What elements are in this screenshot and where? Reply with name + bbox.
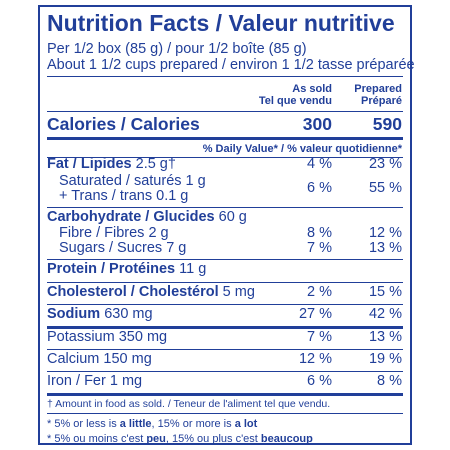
column-header: Prepared — [354, 83, 402, 95]
percent-prepared: 13 % — [368, 329, 402, 345]
rule — [47, 413, 403, 414]
dagger-note: † Amount in food as sold. / Teneur de l'… — [47, 398, 331, 410]
nutrient-label: + Trans / trans 0.1 g — [59, 189, 188, 204]
rule — [47, 393, 403, 396]
daily-value-note: * 5% or less is a little, 15% or more is… — [47, 419, 257, 430]
column-header: Préparé — [361, 95, 402, 107]
percent-as-sold: 7 % — [307, 329, 332, 345]
nutrition-label: Nutrition Facts / Valeur nutritive Per 1… — [38, 5, 415, 445]
nutrient-label: Protein / Protéines 11 g — [47, 262, 206, 277]
nutrient-amount: 5 mg — [222, 284, 255, 300]
prepared-serving: About 1 1/2 cups prepared / environ 1 1/… — [47, 57, 415, 73]
nutrient-name: Potassium — [47, 329, 115, 345]
nutrient-name: Sodium — [47, 306, 101, 322]
rule — [47, 282, 403, 283]
percent-as-sold: 6 % — [307, 180, 332, 196]
percent-as-sold: 7 % — [307, 240, 332, 256]
emphasis: a little — [119, 418, 152, 430]
rule — [47, 326, 403, 329]
daily-value-heading: % Daily Value* / % valeur quotidienne* — [202, 143, 402, 155]
note-text: , 15% ou plus c'est — [165, 433, 261, 445]
percent-prepared: 13 % — [368, 240, 402, 256]
percent-prepared: 55 % — [368, 180, 402, 196]
percent-as-sold: 27 % — [298, 306, 332, 322]
nutrient-amount: 60 g — [218, 209, 247, 225]
nutrient-name: Carbohydrate / Glucides — [47, 209, 215, 225]
nutrient-label: Iron / Fer 1 mg — [47, 374, 142, 389]
daily-value-note: * 5% ou moins c'est peu, 15% ou plus c'e… — [47, 434, 313, 445]
calories-prepared: 590 — [372, 114, 402, 134]
nutrient-amount: 2 g — [148, 225, 169, 241]
nutrient-amount: 630 mg — [104, 306, 153, 322]
nutrient-amount: 11 g — [179, 261, 207, 277]
nutrient-name: Fibre / Fibres — [59, 225, 145, 241]
nutrient-amount: 2.5 g† — [135, 156, 176, 172]
nutrient-amount: 0.1 g — [156, 188, 189, 204]
rule — [47, 304, 403, 305]
nutrient-name: Cholesterol / Cholestérol — [47, 284, 219, 300]
nutrient-amount: 1 mg — [109, 373, 143, 389]
nutrient-name: Saturated / saturés — [59, 173, 182, 189]
percent-as-sold: 8 % — [307, 225, 332, 241]
nutrient-name: Iron / Fer — [47, 373, 106, 389]
column-header: Tel que vendu — [258, 95, 332, 107]
emphasis: beaucoup — [260, 433, 313, 445]
rule — [47, 207, 403, 208]
nutrient-label: Potassium 350 mg — [47, 330, 167, 345]
percent-prepared: 15 % — [368, 284, 402, 300]
nutrient-amount: 7 g — [166, 240, 187, 256]
calories-label: Calories / Calories — [47, 114, 200, 134]
rule — [47, 137, 403, 140]
rule — [47, 371, 403, 372]
percent-as-sold: 2 % — [307, 284, 332, 300]
rule — [47, 111, 403, 112]
emphasis: peu — [146, 433, 166, 445]
percent-prepared: 23 % — [368, 156, 402, 172]
nutrient-name: Sugars / Sucres — [59, 240, 163, 256]
percent-as-sold: 4 % — [307, 156, 332, 172]
rule — [47, 76, 403, 77]
nutrient-name: + Trans / trans — [59, 188, 153, 204]
nutrient-label: Fibre / Fibres 2 g — [59, 226, 169, 241]
note-text: * 5% ou moins c'est — [47, 433, 147, 445]
rule — [47, 157, 403, 158]
calories-as-sold: 300 — [302, 114, 332, 134]
emphasis: a lot — [234, 418, 258, 430]
rule — [47, 259, 403, 260]
nutrient-label: Sugars / Sucres 7 g — [59, 241, 186, 256]
title: Nutrition Facts / Valeur nutritive — [47, 10, 395, 36]
column-header: As sold — [292, 83, 332, 95]
nutrient-label: Fat / Lipides 2.5 g† — [47, 157, 176, 172]
nutrient-name: Calcium — [47, 351, 100, 367]
note-text: , 15% or more is — [151, 418, 235, 430]
nutrient-label: Cholesterol / Cholestérol 5 mg — [47, 285, 255, 300]
serving: Per 1/2 box (85 g) / pour 1/2 boîte (85 … — [47, 41, 307, 57]
nutrient-amount: 150 mg — [103, 351, 152, 367]
nutrient-name: Fat / Lipides — [47, 156, 132, 172]
nutrient-label: Sodium 630 mg — [47, 307, 153, 322]
percent-prepared: 19 % — [368, 351, 402, 367]
nutrient-amount: 350 mg — [118, 329, 168, 345]
percent-as-sold: 6 % — [307, 373, 332, 389]
percent-prepared: 42 % — [368, 306, 402, 322]
nutrient-label: Saturated / saturés 1 g — [59, 174, 206, 189]
nutrient-amount: 1 g — [185, 173, 206, 189]
nutrient-name: Protein / Protéines — [47, 261, 176, 277]
nutrient-label: Calcium 150 mg — [47, 352, 152, 367]
nutrient-label: Carbohydrate / Glucides 60 g — [47, 210, 247, 225]
note-text: * 5% or less is — [47, 418, 120, 430]
percent-as-sold: 12 % — [298, 351, 332, 367]
percent-prepared: 8 % — [377, 373, 402, 389]
rule — [47, 349, 403, 350]
percent-prepared: 12 % — [368, 225, 402, 241]
